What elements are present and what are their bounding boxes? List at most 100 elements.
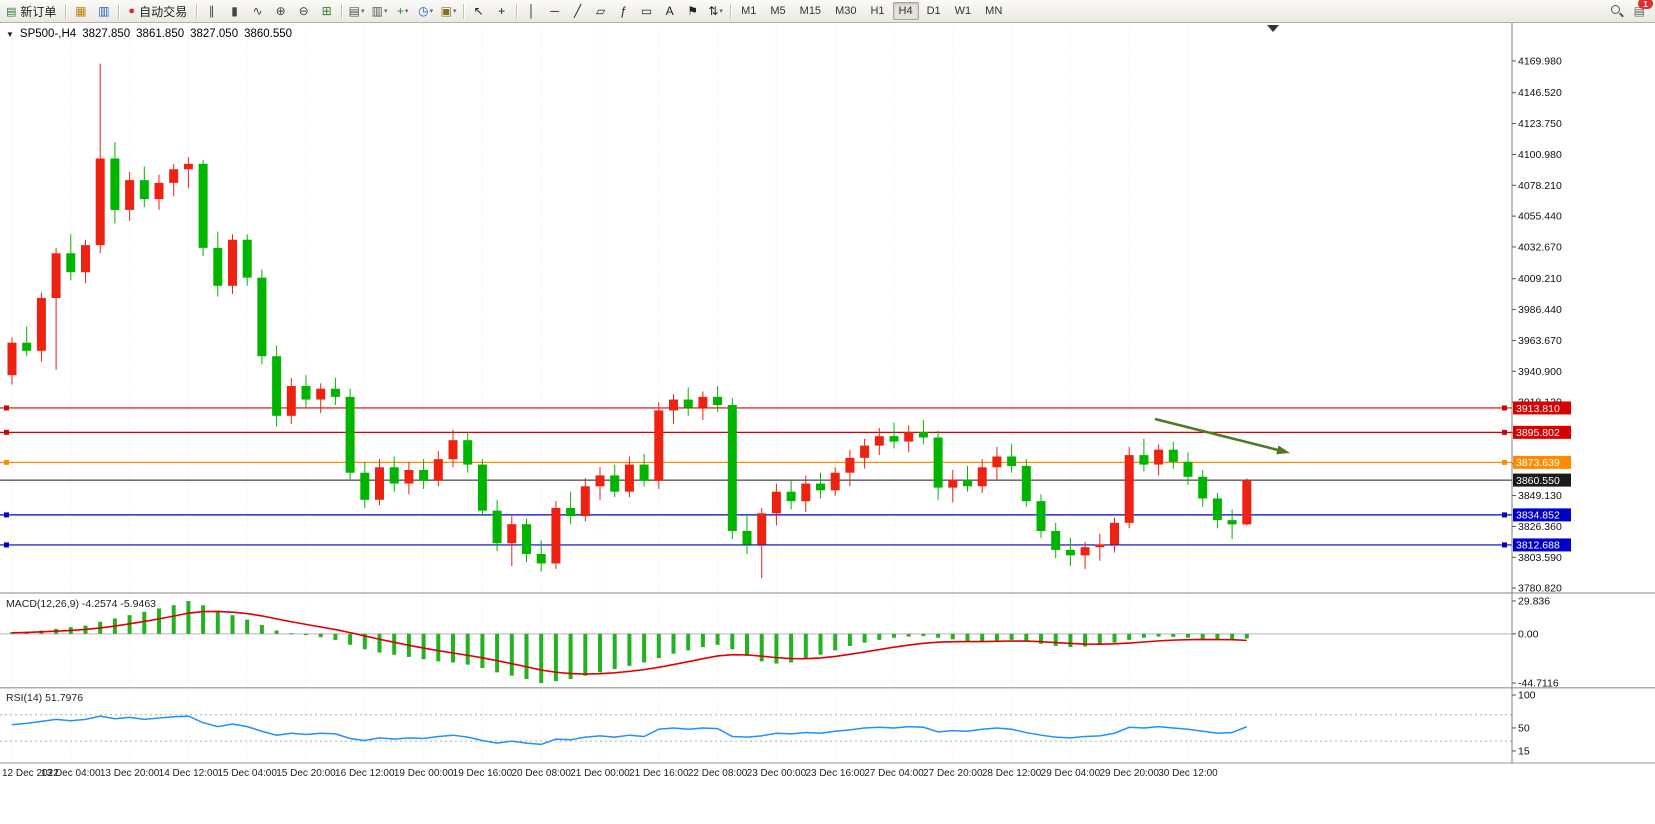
line-handle[interactable]: [1502, 459, 1507, 465]
candle-body: [1198, 476, 1208, 499]
svg-text:0.00: 0.00: [1518, 628, 1539, 640]
timeframe-W1[interactable]: W1: [954, 5, 972, 17]
line-handle[interactable]: [1502, 405, 1507, 411]
candle-body: [610, 475, 620, 492]
svg-text:3963.670: 3963.670: [1518, 335, 1562, 347]
timeframe-H1[interactable]: H1: [870, 5, 885, 17]
refresh-charts-icon: ▥: [98, 4, 110, 18]
bar-chart-type-icon[interactable]: ∥: [200, 1, 223, 22]
one-click-trading-toggle-icon[interactable]: ▼: [6, 29, 14, 39]
vertical-line-icon[interactable]: │: [520, 1, 543, 22]
candle-body: [301, 386, 311, 400]
svg-text:16 Dec 12:00: 16 Dec 12:00: [335, 768, 395, 779]
svg-text:3986.440: 3986.440: [1518, 304, 1562, 316]
price-chart[interactable]: MACD(12,26,9) -4.2574 -5.9463 RSI(14) 51.…: [0, 23, 1655, 824]
auto-trading-button-label: 自动交易: [139, 4, 188, 19]
channel-icon[interactable]: ▱: [589, 1, 612, 22]
candlestick-type-icon[interactable]: ▮: [223, 1, 246, 22]
horizontal-line[interactable]: [0, 512, 1512, 518]
line-chart-type-icon[interactable]: ∿: [246, 1, 269, 22]
gridlines: [11, 23, 1189, 763]
price-axis[interactable]: [1512, 23, 1655, 763]
text-label-icon[interactable]: A: [658, 1, 681, 22]
timeframe-H4[interactable]: H4: [892, 2, 919, 20]
timeframe-M30[interactable]: M30: [835, 5, 857, 17]
objects-dropdown-icon[interactable]: ⇅ ▾: [704, 1, 727, 22]
svg-text:13 Dec 04:00: 13 Dec 04:00: [41, 768, 101, 779]
svg-text:4123.750: 4123.750: [1518, 118, 1562, 130]
line-handle[interactable]: [1502, 512, 1507, 518]
horizontal-line[interactable]: [0, 542, 1512, 548]
line-handle[interactable]: [1502, 542, 1507, 548]
period-clock-icon[interactable]: ◷ ▾: [414, 1, 437, 22]
candle-body: [918, 432, 928, 438]
panel-splitter[interactable]: [0, 592, 1655, 594]
candle-body: [139, 180, 149, 200]
candle-body: [860, 445, 870, 458]
new-order-button[interactable]: ▤ 新订单: [0, 2, 62, 21]
candle-body: [1080, 547, 1090, 556]
line-handle[interactable]: [4, 429, 9, 435]
candle-body: [889, 436, 899, 442]
candle-body: [904, 432, 914, 442]
horizontal-line-icon[interactable]: ─: [543, 1, 566, 22]
candlestick-type-icon: ▮: [231, 4, 238, 18]
candle-body: [477, 464, 487, 511]
alerts-icon[interactable]: ▤ 1: [1634, 0, 1653, 18]
zoom-out-icon[interactable]: ⊖: [292, 1, 315, 22]
chart-list-icon[interactable]: ▥ ▾: [368, 1, 391, 22]
timeframe-M5[interactable]: M5: [770, 5, 786, 17]
symbol-period-label: SP500-,H4: [19, 28, 77, 40]
line-handle[interactable]: [4, 542, 9, 548]
zoom-in-icon[interactable]: ⊕: [269, 1, 292, 22]
svg-text:19 Dec 16:00: 19 Dec 16:00: [453, 768, 513, 779]
fibonacci-icon[interactable]: ƒ: [612, 1, 635, 22]
chart-shift-marker[interactable]: [1267, 25, 1279, 32]
timeframe-M15[interactable]: M15: [799, 5, 822, 17]
horizontal-line[interactable]: [0, 405, 1512, 411]
svg-text:4078.210: 4078.210: [1518, 180, 1562, 192]
candle-body: [286, 386, 296, 416]
cursor-icon[interactable]: ↖: [467, 1, 490, 22]
svg-text:3803.590: 3803.590: [1518, 552, 1562, 564]
line-handle[interactable]: [4, 512, 9, 518]
shapes-icon[interactable]: ▭: [635, 1, 658, 22]
horizontal-line[interactable]: [0, 429, 1512, 435]
search-icon[interactable]: [1610, 4, 1624, 18]
line-handle[interactable]: [4, 459, 9, 465]
new-chart-icon: ▤: [348, 4, 360, 18]
profiles-icon[interactable]: ▦: [69, 1, 92, 22]
text-label-icon: A: [665, 4, 674, 18]
svg-text:22 Dec 08:00: 22 Dec 08:00: [688, 768, 748, 779]
line-handle[interactable]: [4, 405, 9, 411]
arrow-annotation[interactable]: [1154, 417, 1290, 455]
template-icon[interactable]: ▣ ▾: [437, 1, 460, 22]
horizontal-line[interactable]: [0, 459, 1512, 465]
candle-body: [1036, 501, 1046, 531]
objects-dropdown-icon: ⇅: [708, 4, 719, 18]
panel-splitter[interactable]: [0, 687, 1655, 689]
candle-body: [81, 245, 90, 273]
svg-text:4055.440: 4055.440: [1518, 211, 1562, 223]
svg-text:-44.7116: -44.7116: [1518, 678, 1559, 690]
line-handle[interactable]: [1502, 429, 1507, 435]
new-chart-icon[interactable]: ▤ ▾: [345, 1, 368, 22]
arrow-object-icon[interactable]: ⚑: [681, 1, 704, 22]
timeframe-M1[interactable]: M1: [741, 5, 757, 17]
tile-windows-icon[interactable]: ⊞: [315, 1, 338, 22]
period-clock-icon: ◷: [418, 4, 429, 18]
candle-body: [742, 530, 752, 545]
refresh-charts-icon[interactable]: ▥: [92, 1, 115, 22]
trendline-icon[interactable]: ╱: [566, 1, 589, 22]
add-indicator-icon[interactable]: + ▾: [391, 1, 414, 22]
new-order-button-label: 新订单: [20, 4, 57, 19]
ohlc-open: 3827.850: [82, 28, 131, 40]
svg-text:3895.802: 3895.802: [1516, 427, 1560, 439]
svg-text:15 Dec 04:00: 15 Dec 04:00: [217, 768, 277, 779]
crosshair-icon[interactable]: +: [490, 1, 513, 22]
auto-trading-button[interactable]: ● 自动交易: [122, 2, 193, 21]
fibonacci-icon: ƒ: [620, 4, 627, 18]
timeframe-MN[interactable]: MN: [985, 5, 1003, 17]
timeframe-D1[interactable]: D1: [926, 5, 941, 17]
